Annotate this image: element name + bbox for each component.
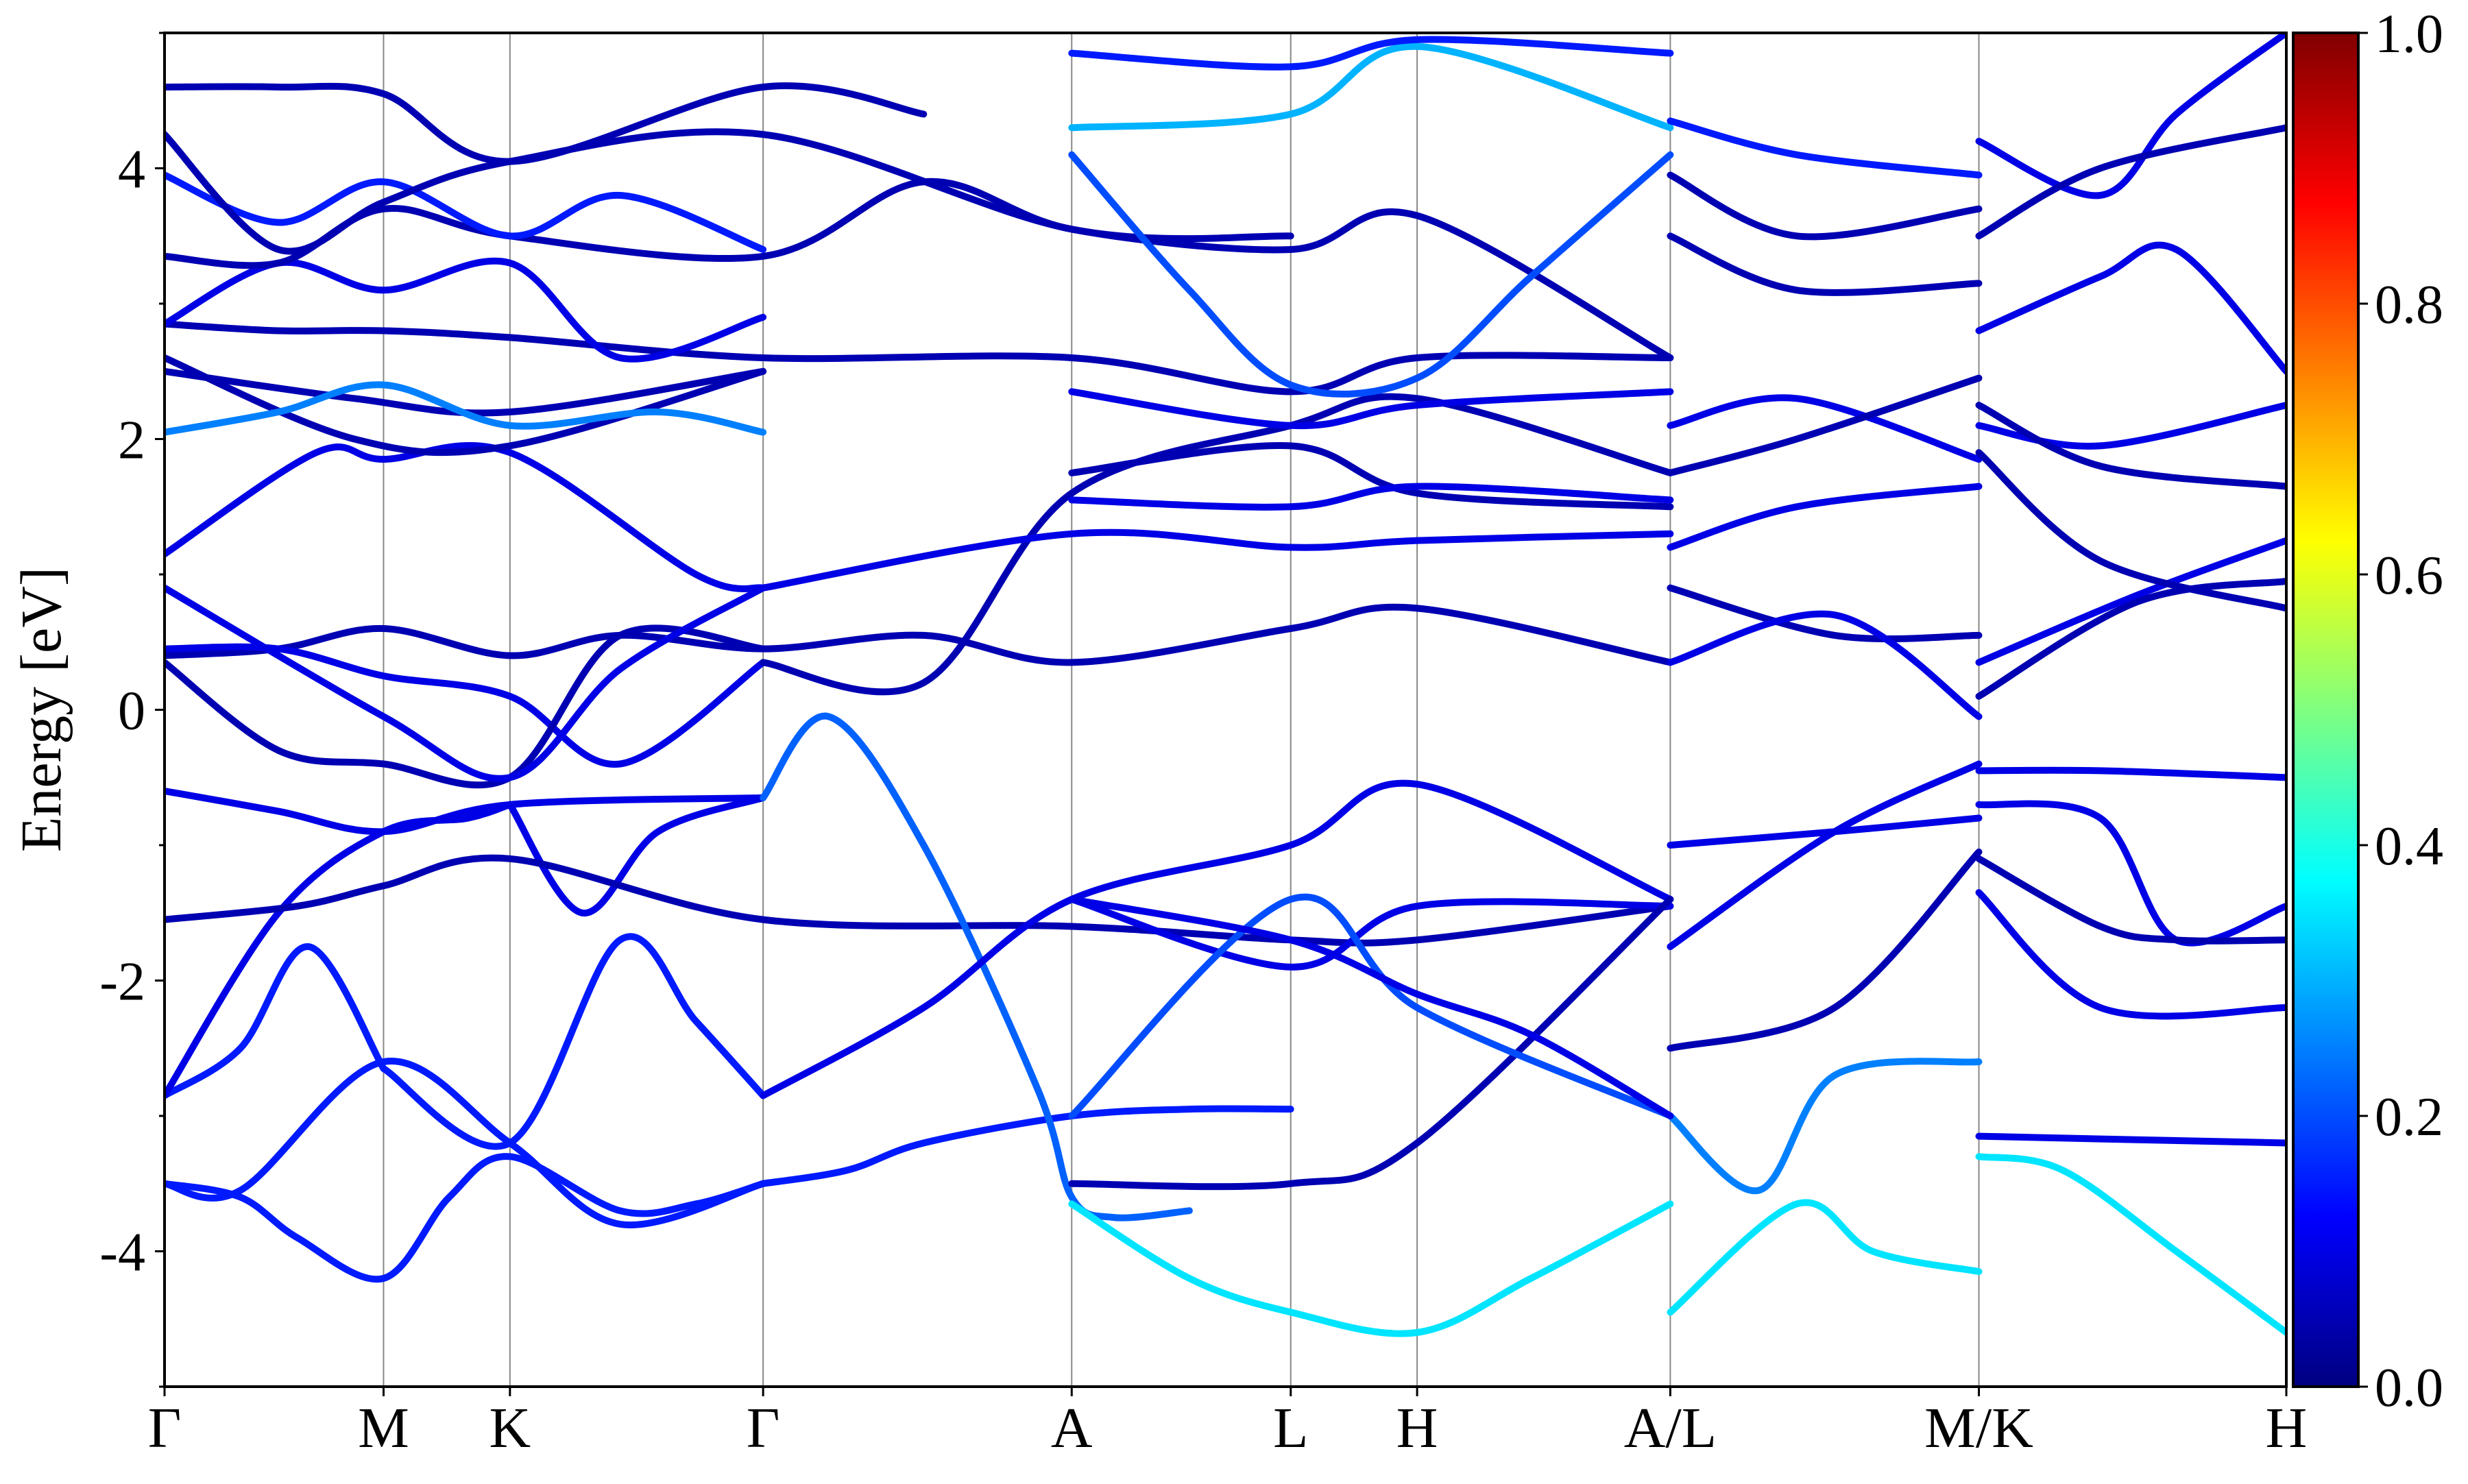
x-tick-label-6: H bbox=[1396, 1396, 1438, 1460]
band-48 bbox=[1068, 36, 1674, 71]
band-9 bbox=[760, 712, 1193, 1221]
y-axis-ticks: -4 -2 0 2 4 bbox=[99, 32, 165, 1388]
band-52 bbox=[1068, 483, 1674, 511]
band-33 bbox=[1667, 584, 1983, 643]
band-63 bbox=[1975, 449, 2286, 612]
band-31 bbox=[760, 393, 1674, 696]
band-4 bbox=[760, 1105, 1294, 1187]
colorbar-tick-label-4: 0.8 bbox=[2375, 275, 2443, 335]
band-23 bbox=[1975, 766, 2286, 781]
y-tick-label-2: 0 bbox=[118, 681, 145, 742]
band-27 bbox=[165, 603, 1674, 666]
x-tick-label-4: A bbox=[1051, 1396, 1093, 1460]
band-42 bbox=[165, 257, 767, 363]
band-11 bbox=[1667, 1199, 1983, 1316]
band-14 bbox=[1975, 1132, 2286, 1147]
band-24 bbox=[1975, 800, 2286, 947]
band-13 bbox=[1667, 1058, 1983, 1195]
band-44 bbox=[165, 171, 767, 253]
band-51 bbox=[1068, 441, 1674, 511]
band-38 bbox=[165, 367, 767, 417]
y-tick-label-3: 2 bbox=[118, 411, 145, 471]
band-50 bbox=[1068, 388, 1674, 430]
band-39 bbox=[165, 354, 767, 457]
colorbar-ticks: 0.0 0.2 0.4 0.6 0.8 1.0 bbox=[2358, 4, 2443, 1418]
x-tick-label-1: M bbox=[358, 1396, 409, 1460]
colorbar-tick-label-2: 0.4 bbox=[2375, 816, 2443, 877]
y-axis-label: Energy [eV] bbox=[10, 567, 73, 852]
band-3 bbox=[380, 933, 767, 1150]
band-57 bbox=[1667, 374, 1983, 476]
band-30 bbox=[165, 584, 767, 782]
y-tick-label-0: -4 bbox=[99, 1223, 145, 1283]
colorbar-tick-label-0: 0.0 bbox=[2375, 1358, 2443, 1418]
band-54 bbox=[1667, 117, 1983, 179]
band-6 bbox=[506, 794, 767, 916]
band-12 bbox=[1975, 1153, 2286, 1336]
colorbar: 0.0 0.2 0.4 0.6 0.8 1.0 bbox=[2292, 4, 2443, 1418]
x-tick-label-7: A/L bbox=[1624, 1396, 1717, 1460]
band-36 bbox=[1975, 577, 2286, 700]
x-tick-label-9: H bbox=[2266, 1396, 2308, 1460]
band-26 bbox=[1975, 889, 2286, 1020]
band-15 bbox=[760, 779, 1674, 1099]
colorbar-tick-label-5: 1.0 bbox=[2375, 4, 2443, 64]
band-19 bbox=[1068, 896, 1674, 1119]
y-tick-label-1: -2 bbox=[99, 952, 145, 1012]
x-tick-label-2: K bbox=[489, 1396, 531, 1460]
band-lines bbox=[165, 33, 2286, 1337]
x-tick-label-0: Γ bbox=[148, 1396, 182, 1460]
band-22 bbox=[1667, 848, 1983, 1052]
band-21 bbox=[1667, 760, 1983, 951]
band-37 bbox=[165, 441, 767, 593]
band-61 bbox=[1975, 241, 2286, 375]
band-56 bbox=[1667, 394, 1983, 463]
band-40 bbox=[165, 381, 767, 436]
x-tick-label-8: M/K bbox=[1924, 1396, 2033, 1460]
band-28 bbox=[165, 643, 767, 768]
y-tick-label-4: 4 bbox=[118, 140, 145, 200]
band-58 bbox=[1667, 483, 1983, 551]
colorbar-tick-label-3: 0.6 bbox=[2375, 546, 2443, 606]
band-55 bbox=[1667, 232, 1983, 296]
band-41 bbox=[165, 320, 1674, 396]
x-tick-label-3: Γ bbox=[747, 1396, 780, 1460]
band-5 bbox=[165, 801, 513, 1099]
x-tick-label-5: L bbox=[1273, 1396, 1308, 1460]
band-34 bbox=[1667, 610, 1983, 720]
band-1 bbox=[165, 1058, 767, 1229]
x-axis-ticks: Γ M K Γ A L H A/L M/K H bbox=[148, 1387, 2308, 1460]
colorbar-tick-label-1: 0.2 bbox=[2375, 1087, 2443, 1147]
band-62 bbox=[1975, 402, 2286, 450]
band-18 bbox=[1068, 893, 1674, 1119]
band-53 bbox=[1667, 171, 1983, 241]
band-49 bbox=[1068, 151, 1674, 398]
band-60 bbox=[1975, 124, 2286, 240]
band-29 bbox=[165, 624, 767, 789]
band-17 bbox=[1068, 896, 1674, 1191]
colorbar-gradient bbox=[2292, 32, 2360, 1388]
band-0 bbox=[165, 1153, 767, 1283]
band-10 bbox=[1068, 1200, 1674, 1337]
band-8 bbox=[165, 788, 767, 836]
band-46 bbox=[165, 82, 928, 165]
band-32 bbox=[760, 528, 1674, 592]
band-35 bbox=[1975, 537, 2286, 666]
band-25 bbox=[1975, 855, 2286, 945]
band-2 bbox=[165, 943, 387, 1099]
band-64 bbox=[1975, 402, 2286, 490]
band-7 bbox=[165, 854, 1674, 947]
band-47 bbox=[1068, 42, 1674, 132]
band-59 bbox=[1975, 33, 2286, 199]
